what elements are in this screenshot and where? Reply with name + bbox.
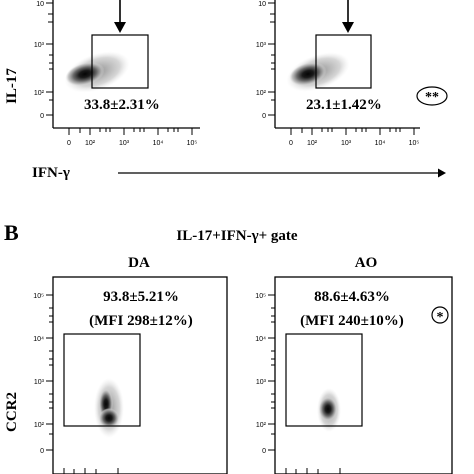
ao-mfi: (MFI 240±10%) (300, 313, 404, 329)
tick-label: 10 (258, 1, 266, 8)
tick-label: 0 (262, 448, 266, 455)
ccr2-axis-label: CCR2 (4, 392, 20, 432)
top-significance-mark: ** (425, 90, 439, 105)
tick-label: 10² (34, 422, 45, 429)
tick-label: 10⁵ (187, 140, 198, 147)
top-right-stat: 23.1±1.42% (306, 97, 382, 113)
tick-label: 10² (256, 422, 267, 429)
top-right-plot (268, 0, 420, 135)
panel-letter: B (4, 220, 19, 245)
top-right-y-ticks: 10 10³ 10² 0 (256, 1, 267, 120)
ao-stat: 88.6±4.63% (314, 289, 390, 305)
arrow-head (438, 168, 446, 178)
top-left-y-ticks: 10 10³ 10² 0 (34, 1, 45, 120)
tick-label: 0 (40, 448, 44, 455)
top-left-plot (46, 0, 200, 135)
tick-label: 10⁴ (375, 140, 386, 147)
bottom-significance-mark: * (437, 310, 444, 325)
tick-label: 10⁴ (33, 336, 44, 343)
significance-oval (416, 86, 448, 106)
tick-label: 10⁵ (409, 140, 420, 147)
tick-label: 10⁴ (153, 140, 164, 147)
da-stat: 93.8±5.21% (103, 289, 179, 305)
bottom-left-y-ticks: 10⁵ 10⁴ 10³ 10² 0 (33, 293, 44, 455)
tick-label: 10⁵ (255, 293, 266, 300)
tick-label: 10³ (341, 140, 352, 147)
da-title: DA (128, 255, 150, 271)
tick-label: 10⁵ (33, 293, 44, 300)
tick-label: 10⁴ (255, 336, 266, 343)
tick-label: 10³ (119, 140, 130, 147)
tick-label: 0 (67, 140, 71, 147)
tick-label: 0 (262, 113, 266, 120)
tick-label: 10³ (256, 42, 267, 49)
bottom-right-y-ticks: 10⁵ 10⁴ 10³ 10² 0 (255, 293, 266, 455)
top-right-x-ticks: 0 10² 10³ 10⁴ 10⁵ (289, 140, 419, 147)
tick-label: 10² (34, 90, 45, 97)
tick-label: 0 (289, 140, 293, 147)
tick-label: 10² (256, 90, 267, 97)
tick-label: 10³ (256, 379, 267, 386)
bottom-left-plot (46, 276, 228, 474)
gate-title: IL-17+IFN-γ+ gate (176, 228, 298, 244)
top-left-stat: 33.8±2.31% (84, 97, 160, 113)
tick-label: 0 (40, 113, 44, 120)
tick-label: 10² (307, 140, 318, 147)
tick-label: 10³ (34, 379, 45, 386)
tick-label: 10³ (34, 42, 45, 49)
ao-title: AO (355, 255, 378, 271)
significance-circle (431, 306, 449, 324)
da-mfi: (MFI 298±12%) (89, 313, 193, 329)
tick-label: 10² (85, 140, 96, 147)
il17-axis-label: IL-17 (4, 68, 20, 104)
ifng-axis-label: IFN-γ (32, 165, 70, 181)
top-left-x-ticks: 0 10² 10³ 10⁴ 10⁵ (67, 140, 197, 147)
tick-label: 10 (36, 1, 44, 8)
bottom-right-plot (268, 276, 453, 474)
